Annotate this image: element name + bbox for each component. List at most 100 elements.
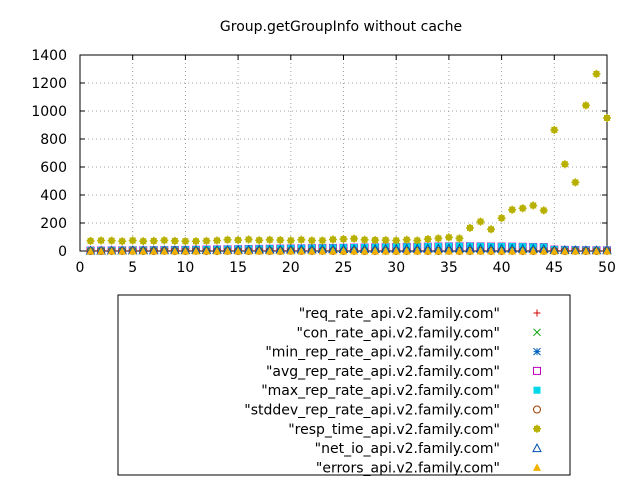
data-point	[118, 237, 127, 246]
x-tick-label: 25	[335, 260, 353, 276]
data-point	[550, 125, 559, 134]
y-tick-label: 800	[40, 132, 67, 148]
y-tick-label: 400	[40, 188, 67, 204]
data-point	[423, 235, 432, 244]
data-point	[223, 247, 232, 255]
data-point	[529, 201, 538, 210]
data-point	[445, 242, 453, 250]
data-point	[392, 236, 401, 245]
data-point	[518, 247, 527, 255]
data-point	[170, 247, 179, 255]
data-point	[413, 236, 422, 245]
y-tick-label: 1200	[31, 76, 67, 92]
data-point	[139, 237, 148, 246]
legend-marker	[533, 328, 541, 337]
data-point	[508, 247, 517, 255]
data-point	[603, 114, 611, 122]
legend: "req_rate_api.v2.family.com" "con_rate_ap…	[117, 294, 571, 476]
data-point	[244, 235, 253, 244]
legend-marker	[533, 309, 541, 317]
data-point	[255, 236, 264, 245]
data-point	[434, 242, 442, 250]
data-point	[360, 235, 369, 244]
x-tick-label: 15	[229, 260, 247, 276]
data-point	[592, 69, 601, 78]
data-point	[402, 247, 411, 255]
data-point	[118, 247, 127, 255]
data-point	[423, 247, 432, 255]
data-point	[444, 247, 453, 255]
y-tick-label: 200	[40, 216, 67, 232]
data-point	[402, 235, 411, 244]
data-point	[350, 234, 359, 243]
data-point	[107, 247, 116, 255]
data-point	[539, 247, 548, 255]
legend-marker	[533, 405, 541, 414]
data-point	[191, 237, 200, 246]
data-point	[560, 247, 569, 255]
data-point	[476, 247, 485, 255]
data-point	[392, 247, 401, 255]
data-point	[297, 235, 306, 244]
x-tick-label: 10	[176, 260, 194, 276]
data-point	[434, 247, 443, 255]
x-tick-label: 40	[493, 260, 511, 276]
data-point	[592, 247, 601, 255]
data-point	[539, 206, 548, 215]
legend-box	[117, 294, 571, 476]
x-tick-label: 45	[545, 260, 563, 276]
x-tick-label: 20	[282, 260, 300, 276]
data-point	[160, 236, 169, 245]
data-point	[455, 247, 464, 255]
data-point	[550, 247, 559, 255]
data-point	[297, 247, 306, 255]
data-point	[128, 236, 137, 245]
data-point	[571, 247, 580, 255]
data-point	[487, 225, 496, 234]
data-point	[128, 247, 137, 255]
data-point	[350, 247, 359, 255]
data-point	[339, 247, 348, 255]
data-point	[371, 236, 380, 245]
data-point	[497, 214, 506, 223]
data-point	[234, 247, 243, 255]
data-point	[318, 247, 327, 255]
data-point	[213, 236, 222, 245]
data-point	[518, 204, 527, 213]
legend-marker	[533, 347, 541, 356]
chart-title: Group.getGroupInfo without cache	[220, 19, 462, 35]
data-point	[497, 247, 506, 255]
data-point	[107, 236, 116, 245]
y-tick-label: 1400	[31, 48, 67, 64]
data-point	[487, 247, 496, 255]
data-point	[371, 247, 380, 255]
data-point	[234, 236, 243, 245]
data-point	[328, 235, 337, 244]
series-6	[86, 69, 611, 246]
data-point	[276, 247, 285, 255]
data-point	[255, 247, 264, 255]
x-tick-label: 0	[76, 260, 85, 276]
data-point	[444, 233, 453, 242]
data-point	[318, 236, 327, 245]
data-point	[307, 247, 316, 255]
y-tick-label: 600	[40, 160, 67, 176]
x-tick-label: 35	[440, 260, 458, 276]
data-point	[202, 247, 211, 255]
data-point	[191, 247, 200, 255]
data-point	[202, 236, 211, 245]
legend-marker	[533, 424, 541, 433]
data-point	[381, 247, 390, 255]
data-point	[581, 101, 590, 110]
data-point	[424, 243, 432, 251]
data-point	[360, 247, 369, 255]
y-tick-label: 1000	[31, 104, 67, 120]
data-point	[529, 243, 537, 251]
data-point	[529, 247, 538, 255]
data-point	[265, 235, 274, 244]
legend-label: "req_rate_api.v2.family.com"	[299, 306, 500, 322]
data-point	[276, 236, 285, 245]
legend-label: "net_io_api.v2.family.com"	[315, 441, 500, 457]
data-point	[86, 236, 95, 245]
axes: 0 5 10 15 20 25 30 35 40 45 50 0 200 400 600 800 1000 120…	[31, 48, 616, 276]
